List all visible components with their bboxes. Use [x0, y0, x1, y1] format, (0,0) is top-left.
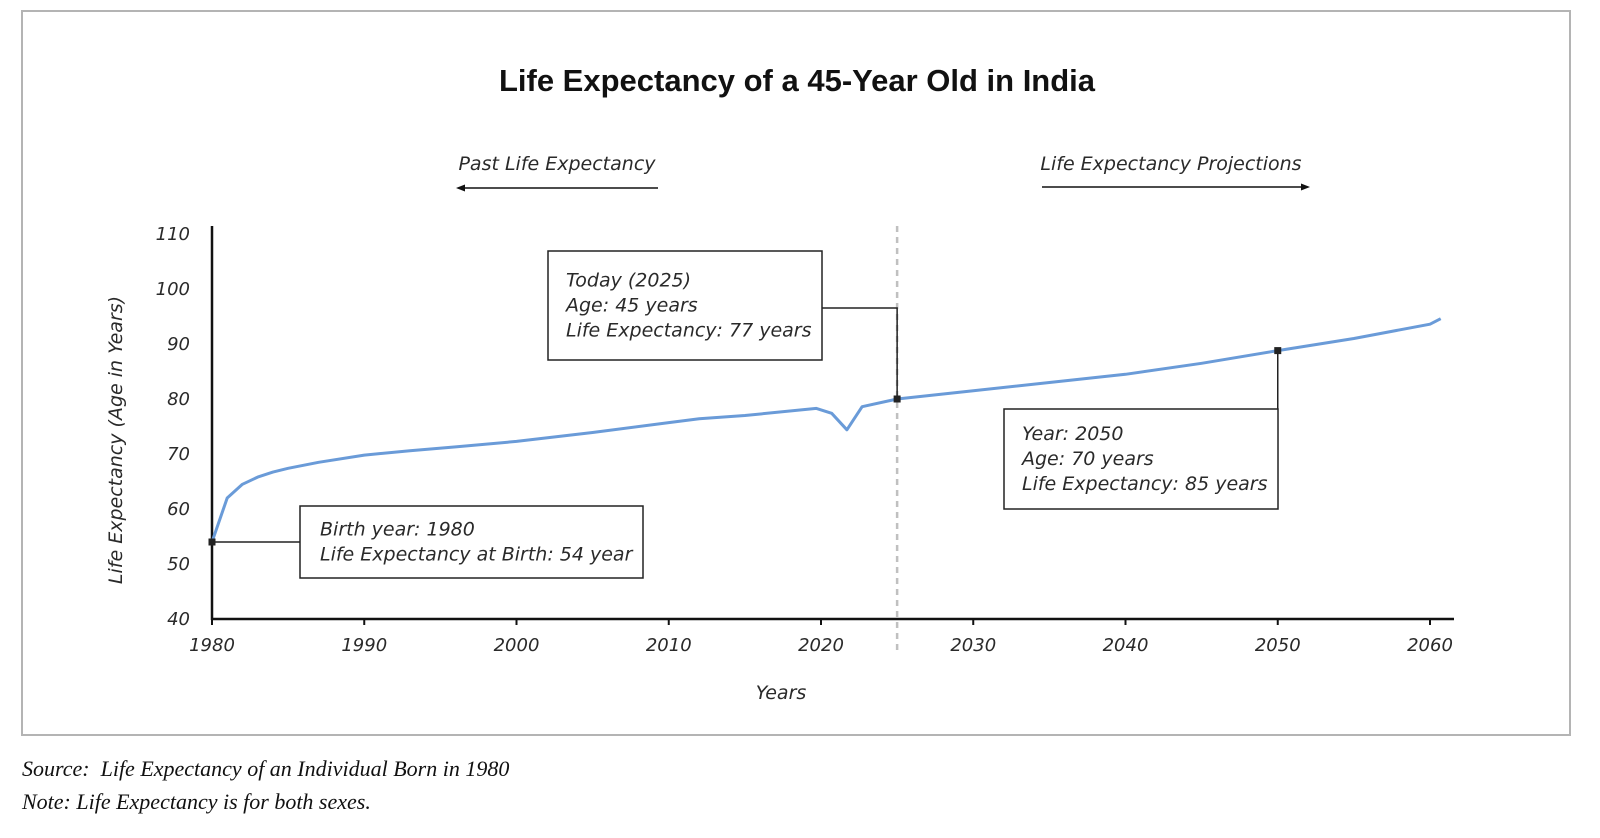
y-tick-label: 80	[167, 389, 190, 410]
callout-text-line: Year: 2050	[1022, 423, 1123, 445]
y-ticks: 40 50 60 70 80 90 100 110	[156, 224, 190, 630]
x-tick-label: 1990	[341, 635, 387, 656]
sexes-note: Note: Life Expectancy is for both sexes.	[22, 789, 371, 814]
y-tick-label: 60	[167, 499, 190, 520]
callout-text-line: Age: 45 years	[564, 295, 698, 317]
source-note: Source: Life Expectancy of an Individual…	[22, 756, 510, 781]
x-tick-label: 2000	[494, 635, 540, 656]
footnotes: Source: Life Expectancy of an Individual…	[22, 752, 509, 818]
y-tick-label: 100	[156, 279, 190, 300]
chart-title: Life Expectancy of a 45-Year Old in Indi…	[499, 63, 1096, 98]
x-ticks: 1980 1990 2000 2010 2020 2030 2040 2050 2060	[189, 619, 1453, 656]
callout-text-line: Age: 70 years	[1020, 448, 1154, 470]
arrow-right-icon	[1042, 183, 1310, 191]
callout-text-line: Birth year: 1980	[320, 519, 475, 541]
arrow-left-icon	[456, 184, 658, 192]
point-marker	[1274, 347, 1282, 355]
y-tick-label: 50	[167, 554, 190, 575]
y-tick-label: 40	[167, 609, 190, 630]
callout-box	[547, 250, 823, 361]
x-tick-label: 2060	[1407, 635, 1453, 656]
chart-frame	[21, 10, 1571, 736]
x-tick-label: 2010	[646, 635, 692, 656]
x-tick-label: 1980	[189, 635, 235, 656]
annotations: Birth year: 1980 Life Expectancy at Birth…	[208, 250, 1282, 579]
section-label-past: Past Life Expectancy	[458, 153, 656, 175]
point-marker	[893, 395, 901, 403]
x-axis-title: Years	[756, 682, 807, 704]
callout-2050: Year: 2050 Age: 70 years Life Expectancy: …	[1003, 347, 1282, 510]
y-tick-label: 70	[167, 444, 190, 465]
section-label-projections: Life Expectancy Projections	[1040, 153, 1301, 175]
x-tick-label: 2020	[798, 635, 844, 656]
callout-box	[1003, 408, 1279, 510]
series-line-life-expectancy	[210, 317, 1442, 543]
x-tick-label: 2040	[1103, 635, 1149, 656]
callout-text-line: Today (2025)	[566, 270, 691, 292]
callout-text-line: Life Expectancy: 77 years	[566, 320, 812, 342]
callout-connector	[822, 307, 898, 399]
axes	[210, 226, 1454, 621]
callout-text-line: Life Expectancy at Birth: 54 year	[320, 544, 634, 566]
callout-box	[299, 505, 644, 579]
y-axis-title: Life Expectancy (Age in Years)	[105, 296, 127, 584]
callout-text-line: Life Expectancy: 85 years	[1022, 473, 1268, 495]
x-tick-label: 2030	[950, 635, 996, 656]
point-marker	[208, 538, 216, 546]
x-tick-label: 2050	[1255, 635, 1301, 656]
callout-birth: Birth year: 1980 Life Expectancy at Birth…	[208, 505, 644, 579]
y-tick-label: 90	[167, 334, 190, 355]
y-tick-label: 110	[156, 224, 190, 245]
callout-today: Today (2025) Age: 45 years Life Expectancy…	[547, 250, 901, 403]
